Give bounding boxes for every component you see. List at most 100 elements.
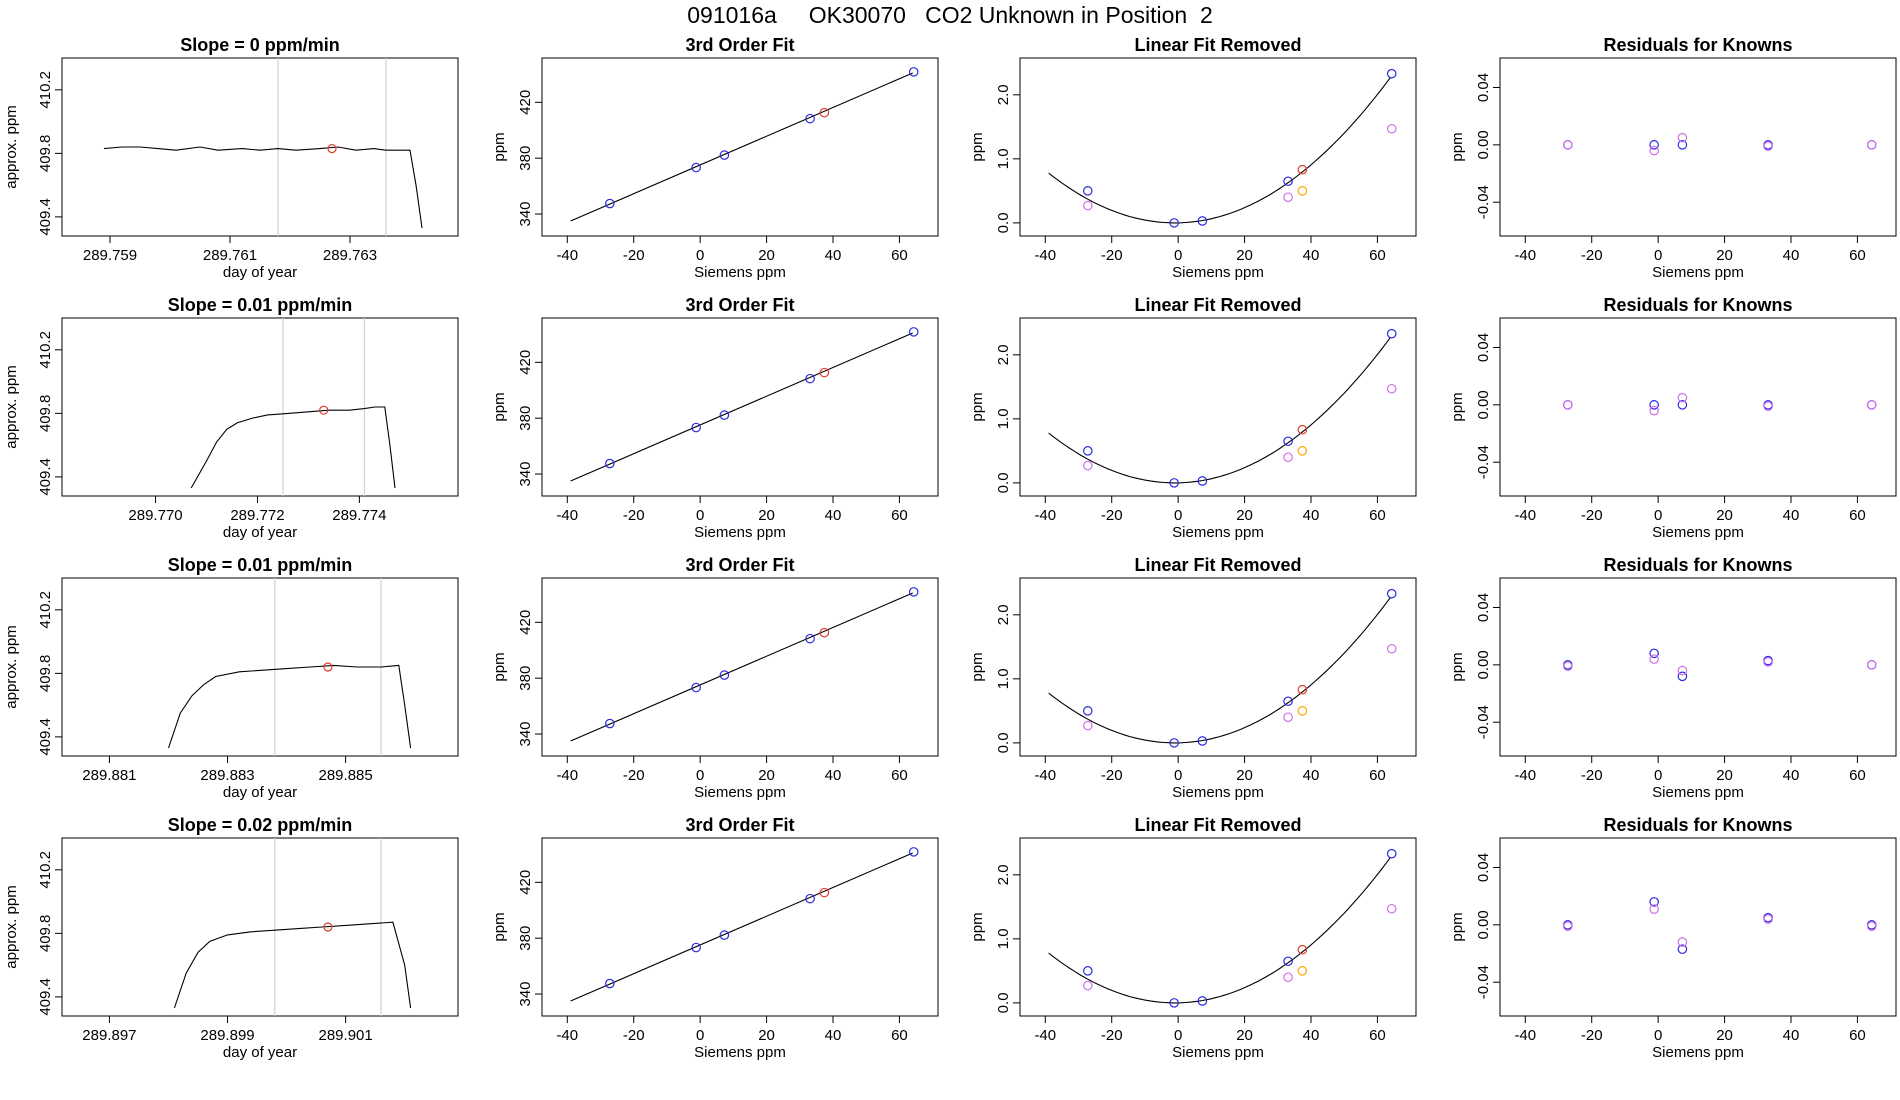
plot-area — [1563, 392, 1877, 416]
y-tick-label: 1.0 — [995, 668, 1012, 689]
y-tick-label: 1.0 — [995, 928, 1012, 949]
chart-panel: Linear Fit Removed -40 -20 0 20 40 60 Siemens p… — [969, 815, 1417, 1061]
plot-area — [1048, 328, 1397, 488]
data-point — [719, 150, 730, 160]
plot-area — [570, 847, 919, 1002]
fit-line — [570, 852, 913, 1002]
y-tick-label: 420 — [517, 870, 534, 895]
data-point — [719, 670, 730, 680]
data-point — [1083, 460, 1093, 471]
x-tick-label: 289.759 — [83, 247, 137, 264]
y-tick-label: 0.00 — [1475, 650, 1492, 679]
data-point — [805, 113, 815, 124]
x-tick-label: 0 — [696, 767, 704, 784]
x-tick-label: -20 — [1101, 1027, 1123, 1044]
panel-title: 3rd Order Fit — [685, 295, 794, 315]
y-tick-label: -0.04 — [1475, 965, 1492, 999]
y-tick-label: 410.2 — [37, 331, 54, 369]
x-tick-label: 20 — [1236, 247, 1253, 264]
data-point — [1866, 660, 1877, 670]
x-tick-label: -40 — [1034, 507, 1056, 524]
data-point — [1386, 328, 1397, 339]
data-point — [805, 893, 815, 904]
data-point — [1283, 972, 1293, 983]
x-tick-label: 40 — [1783, 247, 1800, 264]
y-tick-label: 0.04 — [1475, 333, 1492, 362]
x-tick-label: 0 — [1654, 247, 1662, 264]
y-axis-label: ppm — [491, 912, 508, 941]
data-point — [1083, 980, 1093, 991]
data-point — [908, 847, 919, 857]
y-axis-label: ppm — [1449, 912, 1466, 941]
data-point — [1283, 956, 1293, 967]
data-point — [1649, 145, 1659, 156]
y-tick-label: 409.4 — [37, 978, 54, 1016]
data-point — [1283, 712, 1293, 723]
data-point — [819, 367, 830, 378]
data-point — [1677, 132, 1688, 143]
plot-frame — [1019, 577, 1417, 757]
x-axis-label: day of year — [223, 1044, 297, 1061]
data-point — [1169, 478, 1179, 488]
data-point — [1649, 648, 1659, 659]
plot-area — [1048, 588, 1397, 748]
y-tick-label: 0.04 — [1475, 593, 1492, 622]
marker-point — [323, 922, 333, 932]
x-tick-label: 0 — [696, 1027, 704, 1044]
x-tick-label: -40 — [556, 507, 578, 524]
data-point — [1297, 966, 1308, 976]
y-tick-label: 409.8 — [37, 395, 54, 433]
x-tick-label: -20 — [1101, 247, 1123, 264]
x-tick-label: -20 — [1581, 507, 1603, 524]
plot-area — [167, 578, 412, 756]
chart-panel: 3rd Order Fit -40 -20 0 20 40 60 Siemens ppm 340… — [491, 295, 939, 541]
data-point — [719, 930, 730, 940]
data-point — [908, 587, 919, 597]
y-tick-label: 340 — [517, 982, 534, 1007]
x-tick-label: 20 — [1716, 507, 1733, 524]
y-tick-label: 380 — [517, 406, 534, 431]
x-axis-label: Siemens ppm — [694, 1044, 786, 1061]
data-point — [1649, 654, 1659, 664]
panel-title: 3rd Order Fit — [685, 35, 794, 55]
x-tick-label: 289.897 — [82, 1027, 136, 1044]
marker-point — [319, 405, 329, 415]
x-tick-label: -40 — [1514, 1027, 1536, 1044]
y-tick-label: 409.8 — [37, 135, 54, 173]
x-axis-label: Siemens ppm — [1652, 524, 1744, 541]
y-tick-label: 380 — [517, 146, 534, 171]
y-axis-label: ppm — [491, 132, 508, 161]
y-axis-label: approx. ppm — [3, 365, 20, 448]
panel-title: Residuals for Knowns — [1603, 555, 1792, 575]
data-point — [691, 162, 701, 173]
panel-title: Slope = 0 ppm/min — [180, 35, 340, 55]
plot-area — [570, 327, 919, 482]
x-tick-label: 289.774 — [332, 507, 386, 524]
data-point — [1169, 738, 1179, 748]
x-tick-label: 40 — [1783, 767, 1800, 784]
x-axis-label: Siemens ppm — [1172, 524, 1264, 541]
x-axis-label: day of year — [223, 784, 297, 801]
data-point — [1197, 216, 1208, 226]
x-tick-label: -40 — [1034, 767, 1056, 784]
panel-title: Linear Fit Removed — [1134, 295, 1301, 315]
x-axis-label: Siemens ppm — [694, 524, 786, 541]
plot-frame — [541, 837, 939, 1017]
x-tick-label: 60 — [1369, 507, 1386, 524]
x-tick-label: -40 — [556, 1027, 578, 1044]
y-tick-label: 2.0 — [995, 604, 1012, 625]
plot-area — [1563, 897, 1877, 955]
data-point — [1386, 903, 1397, 914]
y-axis-label: ppm — [969, 652, 986, 681]
chart-panel: Residuals for Knowns -40 -20 0 20 40 60 Siemens… — [1449, 555, 1897, 801]
chart-panel: Linear Fit Removed -40 -20 0 20 40 60 Siemens p… — [969, 35, 1417, 281]
x-tick-label: -20 — [623, 247, 645, 264]
data-point — [1563, 921, 1573, 932]
plot-frame — [61, 837, 459, 1017]
x-tick-label: 40 — [1783, 1027, 1800, 1044]
y-tick-label: -0.04 — [1475, 185, 1492, 219]
x-tick-label: 20 — [1236, 767, 1253, 784]
data-point — [1297, 446, 1308, 456]
x-tick-label: 40 — [1303, 767, 1320, 784]
data-point — [1283, 176, 1293, 187]
